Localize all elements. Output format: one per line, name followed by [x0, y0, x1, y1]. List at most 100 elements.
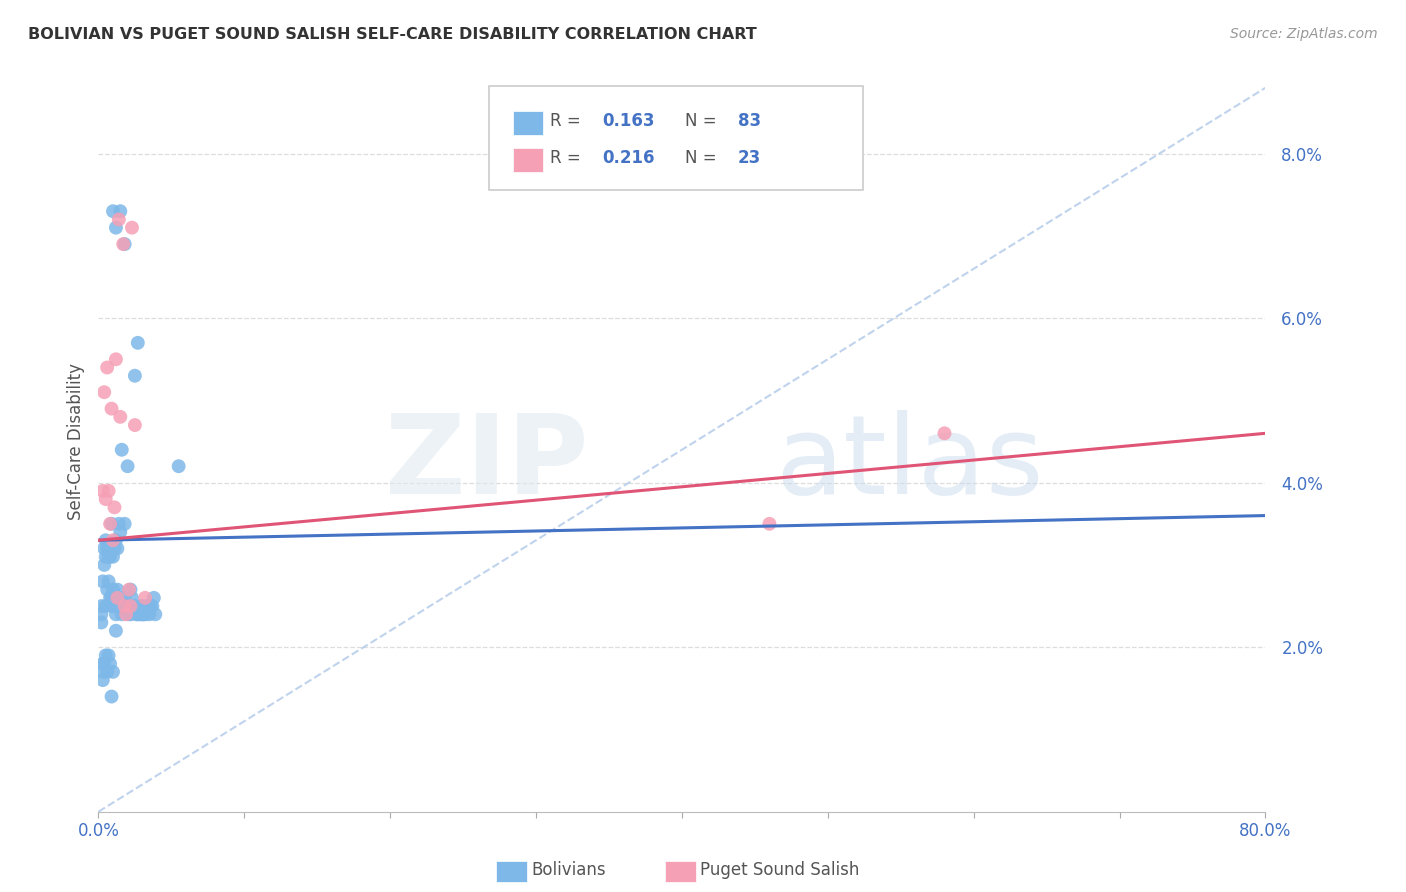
Point [105, 582, 128, 597]
Point [104, 624, 127, 638]
Point [117, 459, 139, 474]
Point [110, 409, 132, 424]
Point [132, 607, 155, 622]
Point [120, 607, 142, 622]
Point [110, 524, 132, 539]
Point [98, 591, 121, 605]
Text: Bolivians: Bolivians [531, 861, 606, 879]
Text: R =: R = [550, 149, 586, 167]
Point [104, 220, 127, 235]
Point [90, 607, 112, 622]
Point [96, 541, 118, 556]
Point [142, 591, 165, 605]
Point [114, 591, 136, 605]
Point [122, 599, 145, 613]
Text: N =: N = [685, 112, 723, 130]
Point [120, 599, 142, 613]
Point [117, 599, 139, 613]
Point [934, 426, 956, 441]
Point [105, 541, 128, 556]
Point [110, 599, 132, 613]
Point [101, 204, 124, 219]
Point [94, 533, 117, 548]
Point [110, 204, 132, 219]
Point [118, 582, 141, 597]
Point [100, 591, 122, 605]
Point [101, 549, 124, 564]
Point [100, 516, 122, 531]
Point [96, 360, 118, 375]
Point [101, 665, 124, 679]
Point [101, 533, 124, 548]
Point [135, 599, 157, 613]
Point [134, 607, 156, 622]
Point [136, 599, 159, 613]
Point [131, 607, 153, 622]
Point [100, 599, 122, 613]
Point [103, 591, 125, 605]
Text: BOLIVIAN VS PUGET SOUND SALISH SELF-CARE DISABILITY CORRELATION CHART: BOLIVIAN VS PUGET SOUND SALISH SELF-CARE… [28, 27, 756, 42]
Point [93, 541, 115, 556]
Point [143, 607, 166, 622]
Point [115, 599, 138, 613]
Point [115, 607, 138, 622]
Point [139, 599, 162, 613]
FancyBboxPatch shape [513, 148, 543, 172]
Point [124, 368, 146, 383]
Point [114, 599, 136, 613]
Point [128, 607, 150, 622]
Text: 23: 23 [738, 149, 761, 167]
FancyBboxPatch shape [513, 111, 543, 135]
Point [93, 558, 115, 572]
Point [124, 599, 146, 613]
Point [127, 335, 149, 350]
Text: N =: N = [685, 149, 723, 167]
Text: atlas: atlas [775, 410, 1043, 517]
Point [101, 599, 124, 613]
Point [96, 582, 118, 597]
Point [138, 607, 160, 622]
Point [111, 442, 134, 457]
Point [104, 352, 127, 367]
Point [101, 591, 124, 605]
Point [104, 533, 127, 548]
Point [108, 212, 131, 227]
Point [91, 657, 114, 671]
Point [118, 607, 141, 622]
Point [94, 492, 117, 507]
Text: Source: ZipAtlas.com: Source: ZipAtlas.com [1230, 27, 1378, 41]
Point [97, 574, 120, 589]
Point [100, 690, 122, 704]
Point [103, 500, 125, 515]
Point [94, 648, 117, 663]
Point [112, 599, 135, 613]
Text: 0.163: 0.163 [603, 112, 655, 130]
Point [114, 237, 136, 252]
Point [98, 516, 121, 531]
Point [134, 591, 156, 605]
Point [131, 607, 153, 622]
Point [97, 483, 120, 498]
Point [112, 237, 135, 252]
Point [121, 591, 143, 605]
Point [98, 549, 121, 564]
Point [125, 607, 148, 622]
Point [93, 657, 115, 671]
Point [129, 599, 152, 613]
Point [758, 516, 780, 531]
FancyBboxPatch shape [489, 87, 863, 190]
Point [93, 385, 115, 400]
Point [91, 483, 114, 498]
Text: R =: R = [550, 112, 586, 130]
Point [131, 599, 153, 613]
Point [91, 673, 114, 687]
Point [101, 582, 124, 597]
Point [90, 615, 112, 630]
Point [118, 599, 141, 613]
Point [103, 541, 125, 556]
Point [97, 648, 120, 663]
Point [97, 549, 120, 564]
Point [141, 599, 163, 613]
Text: 0.216: 0.216 [603, 149, 655, 167]
Point [91, 574, 114, 589]
